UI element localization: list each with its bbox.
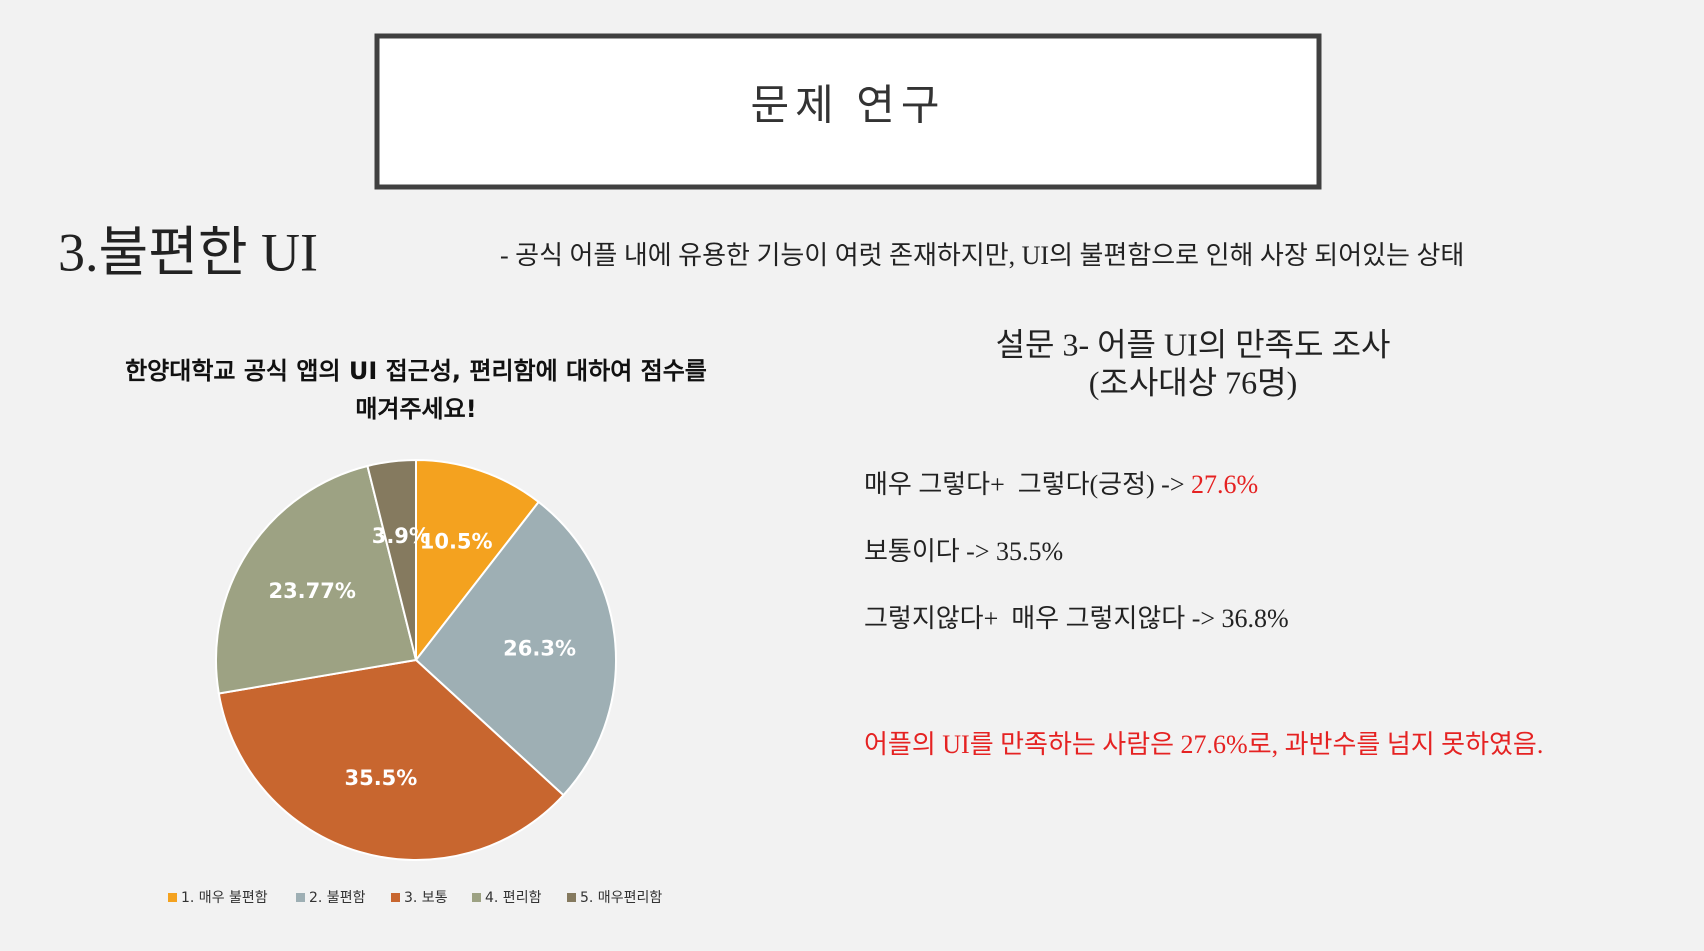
data-label: 23.77% — [268, 579, 355, 603]
data-label: 26.3% — [503, 637, 576, 661]
data-label: 3.9% — [372, 524, 430, 548]
legend-marker — [391, 893, 400, 902]
survey-result: 매우 그렇다+ 그렇다(긍정) -> 27.6% — [864, 470, 1258, 499]
pie-slice — [366, 458, 417, 661]
survey-result: 보통이다 -> 35.5% — [864, 537, 1063, 566]
section-description: - 공식 어플 내에 유용한 기능이 여럿 존재하지만, UI의 불편함으로 인… — [500, 241, 1464, 270]
result-highlight: 27.6% — [1191, 470, 1258, 499]
legend-label: 5. 매우편리함 — [580, 890, 662, 906]
title-box — [374, 33, 1322, 190]
legend-marker — [472, 893, 481, 902]
legend-label: 4. 편리함 — [485, 890, 542, 906]
legend-label: 3. 보통 — [404, 890, 448, 906]
legend-label: 1. 매우 불편함 — [181, 890, 268, 906]
pie-slice — [217, 658, 565, 861]
survey-result: 그렇지않다+ 매우 그렇지않다 -> 36.8% — [864, 604, 1289, 633]
pie-slice — [215, 464, 418, 695]
result-text: 매우 그렇다+ 그렇다(긍정) -> — [864, 470, 1191, 499]
pie-chart: 10.5% 26.3% 35.5% 23.77% 3.9% 1. 매우 불편함 2. 불편함… — [168, 458, 662, 906]
section-title: 3.불편한 UI — [58, 222, 318, 282]
pie-slice — [414, 500, 617, 797]
chart-title: 매겨주세요! — [355, 395, 476, 423]
chart-title: 한양대학교 공식 앱의 UI 접근성, 편리함에 대하여 점수를 — [125, 357, 707, 385]
legend-marker — [567, 893, 576, 902]
survey-conclusion: 어플의 UI를 만족하는 사람은 27.6%로, 과반수를 넘지 못하였음. — [864, 730, 1543, 759]
legend-label: 2. 불편함 — [309, 890, 366, 906]
slide-title: 문제 연구 — [750, 84, 945, 130]
legend-marker — [168, 893, 177, 902]
data-label: 35.5% — [344, 766, 417, 790]
survey-title: 설문 3- 어플 UI의 만족도 조사 — [996, 326, 1391, 362]
data-label: 10.5% — [420, 530, 493, 554]
pie-slice — [415, 458, 541, 663]
legend-marker — [296, 893, 305, 902]
survey-subtitle: (조사대상 76명) — [1089, 364, 1298, 400]
